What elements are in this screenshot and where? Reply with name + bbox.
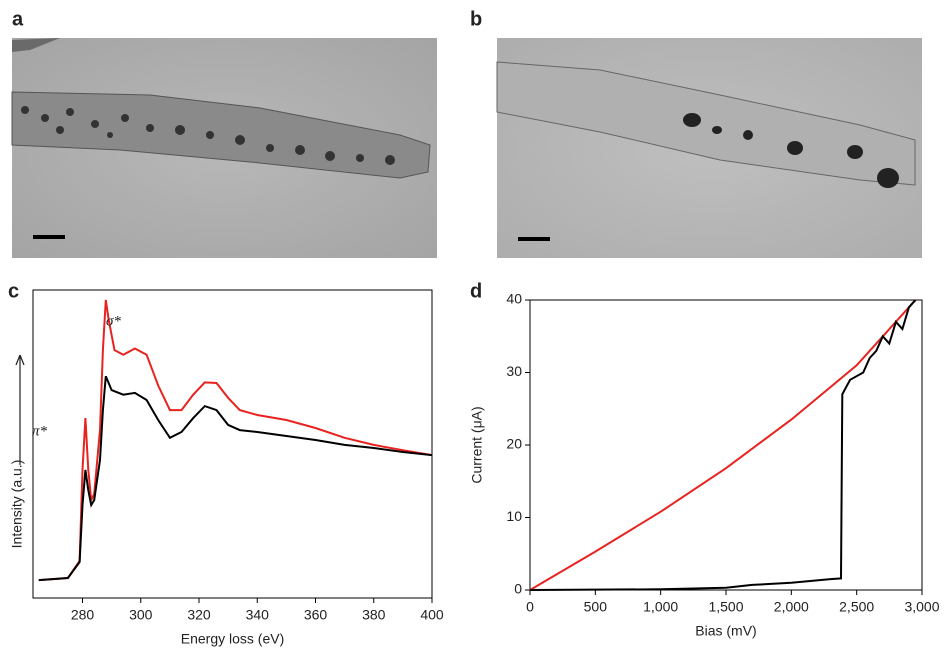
y-tick-label: 20 bbox=[506, 436, 522, 452]
annotation: π* bbox=[32, 423, 48, 439]
x-axis-label: Energy loss (eV) bbox=[181, 631, 284, 647]
x-tick-label: 3,000 bbox=[904, 599, 939, 615]
y-tick-label: 40 bbox=[506, 291, 522, 307]
tem-image bbox=[11, 38, 437, 258]
series-line bbox=[529, 299, 917, 591]
y-tick-label: 0 bbox=[514, 581, 522, 597]
x-tick-label: 1,000 bbox=[643, 599, 678, 615]
x-tick-label: 2,000 bbox=[774, 599, 809, 615]
arrow bbox=[15, 354, 25, 465]
plot-frame bbox=[32, 289, 433, 599]
y-tick-label: 30 bbox=[506, 363, 522, 379]
panel-label: c bbox=[8, 280, 19, 302]
x-tick-label: 380 bbox=[362, 607, 386, 623]
x-tick-label: 2,500 bbox=[839, 599, 874, 615]
y-axis-label: Current (μA) bbox=[469, 406, 485, 483]
x-tick-label: 300 bbox=[129, 607, 153, 623]
y-axis-label: Intensity (a.u.) bbox=[9, 460, 25, 549]
y-tick-label: 10 bbox=[506, 508, 522, 524]
series-line bbox=[529, 299, 917, 591]
x-tick-label: 1,500 bbox=[708, 599, 743, 615]
annotation: σ* bbox=[106, 313, 121, 329]
x-tick-label: 400 bbox=[420, 607, 444, 623]
panel-label: d bbox=[470, 280, 482, 302]
plot-frame bbox=[529, 299, 923, 591]
series-line bbox=[38, 299, 433, 582]
x-axis-label: Bias (mV) bbox=[695, 623, 756, 639]
x-tick-label: 340 bbox=[246, 607, 270, 623]
x-tick-label: 500 bbox=[584, 599, 608, 615]
x-tick-label: 360 bbox=[304, 607, 328, 623]
series-line bbox=[38, 375, 433, 582]
x-tick-label: 0 bbox=[526, 599, 534, 615]
x-tick-label: 280 bbox=[71, 607, 95, 623]
tem-image bbox=[496, 38, 922, 258]
panel-label: a bbox=[12, 8, 24, 30]
x-tick-label: 320 bbox=[187, 607, 211, 623]
panel-label: b bbox=[470, 8, 482, 30]
